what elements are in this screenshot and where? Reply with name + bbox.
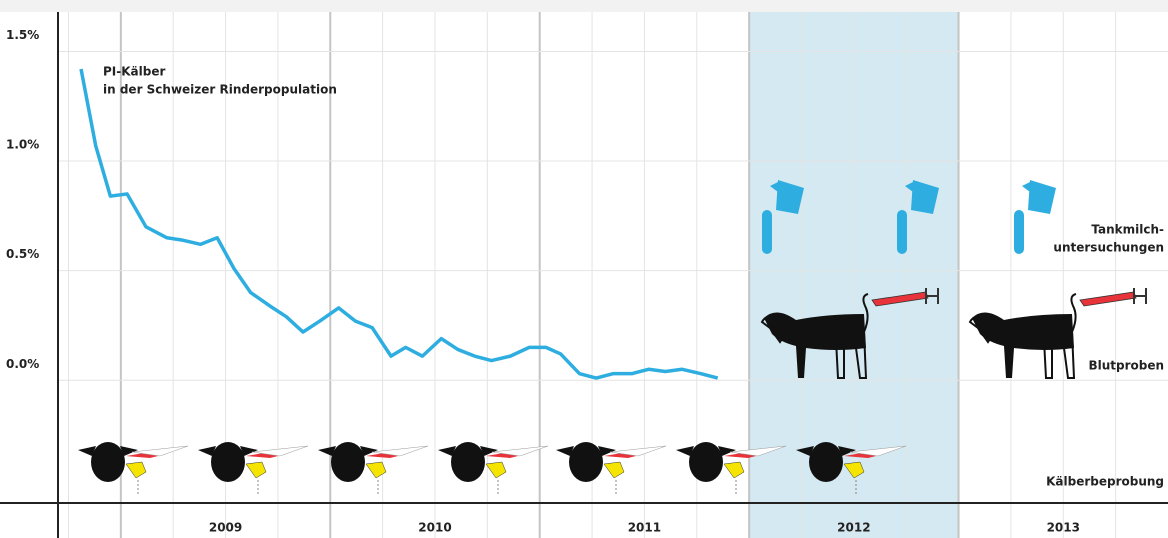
x-tick-label: 2012 bbox=[837, 521, 870, 535]
y-tick-label: 1.0% bbox=[6, 138, 39, 152]
line-label: PI-Kälber bbox=[103, 65, 165, 79]
x-tick-label: 2013 bbox=[1047, 521, 1080, 535]
icons bbox=[77, 180, 1147, 495]
data-line bbox=[79, 68, 719, 380]
calf-label: Kälberbeprobung bbox=[1046, 475, 1164, 489]
x-tick-label: 2010 bbox=[418, 521, 451, 535]
x-tick-label: 2009 bbox=[209, 521, 242, 535]
line-label: in der Schweizer Rinderpopulation bbox=[103, 83, 337, 97]
top-strip bbox=[0, 0, 1168, 12]
y-tick-label: 0.0% bbox=[6, 357, 39, 371]
milk-label: Tankmilch- bbox=[1091, 223, 1164, 237]
milk-label: untersuchungen bbox=[1053, 241, 1164, 255]
blood-label: Blutproben bbox=[1088, 359, 1164, 373]
y-tick-label: 1.5% bbox=[6, 28, 39, 42]
y-tick-label: 0.5% bbox=[6, 247, 39, 261]
x-tick-label: 2011 bbox=[628, 521, 661, 535]
